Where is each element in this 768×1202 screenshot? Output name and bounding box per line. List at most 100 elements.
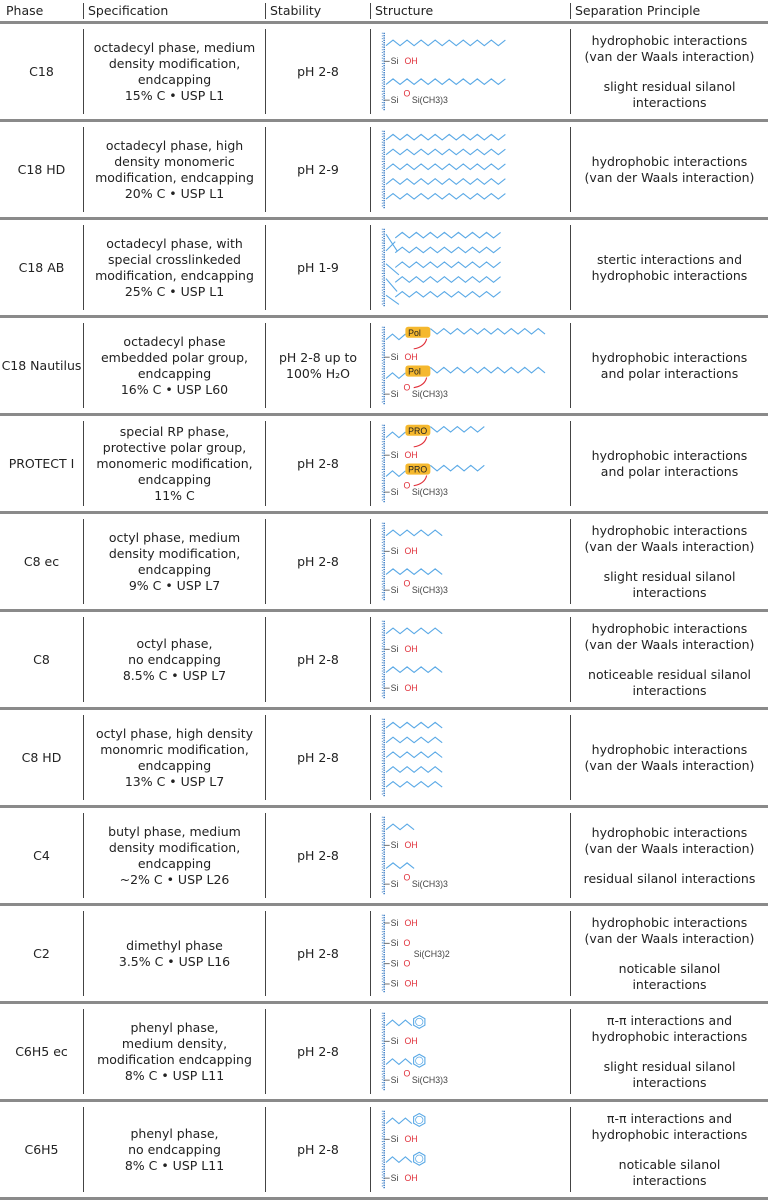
stability-cell: pH 2-8	[265, 610, 370, 710]
si-label: Si	[391, 1134, 399, 1144]
separation-principle-cell-content: stertic interactions and hydrophobic inte…	[570, 225, 768, 310]
si-label: Si	[391, 840, 399, 850]
specification-line: phenyl phase,	[130, 1125, 219, 1141]
structure-cell: Si OH Si OH	[370, 610, 570, 710]
phenyl-ring-icon	[413, 1014, 426, 1030]
alkyl-chain	[385, 148, 506, 156]
separation-principle-cell: π-π interactions and hydrophobic interact…	[570, 1100, 768, 1200]
specification-line: density modification,	[108, 55, 241, 71]
phase-name: C8 ec	[23, 553, 60, 569]
structure-cell-content	[370, 225, 570, 310]
separation-principle-cell-content: π-π interactions and hydrophobic interact…	[570, 1009, 768, 1094]
phase-name: C2	[33, 945, 50, 961]
separation-principle-cell: hydrophobic interactions (van der Waals i…	[570, 610, 768, 710]
specification-cell: octyl phase, no endcapping 8.5% C • USP L7	[83, 610, 265, 710]
si-label: Si	[391, 487, 399, 497]
alkyl-chain	[385, 192, 506, 200]
phase-cell-content: C2	[0, 911, 83, 996]
stability-cell-content: pH 2-8	[265, 519, 370, 604]
separation-principle-cell-content: hydrophobic interactions (van der Waals i…	[570, 715, 768, 800]
specification-line: embedded polar group,	[100, 349, 249, 365]
oh-label: OH	[404, 352, 417, 362]
alkyl-chain	[385, 766, 443, 773]
phase-name: C4	[33, 847, 50, 863]
phase-cell: C8 HD	[0, 708, 83, 808]
table-row: C18 octadecyl phase, medium density modifi…	[0, 22, 768, 122]
stability-cell: pH 2-8	[265, 708, 370, 808]
alkyl-chain	[385, 1117, 413, 1125]
structure-diagram: Pol Si OH Pol Si OSi(CH3)3	[381, 326, 546, 405]
interaction-arrow-icon	[413, 436, 428, 448]
specification-line: 11% C	[154, 487, 195, 503]
polar-group-label: PRO	[408, 426, 427, 436]
structure-cell: Si OH Si O Si(CH3)3	[370, 512, 570, 612]
specification-cell-content: octyl phase, high density monomric modifi…	[83, 715, 265, 800]
endcap-label: Si(CH3)3	[412, 879, 448, 889]
stability-cell: pH 2-8	[265, 904, 370, 1004]
oh-label: OH	[404, 1173, 417, 1183]
stability-value: pH 2-8	[297, 455, 339, 471]
oh-label: OH	[404, 1036, 417, 1046]
separation-principle-cell-content: hydrophobic interactions (van der Waals i…	[570, 29, 768, 114]
specification-cell: dimethyl phase 3.5% C • USP L16	[83, 904, 265, 1004]
separation-principle-cell-content: hydrophobic interactions and polar intera…	[570, 421, 768, 506]
principle-line: and polar interactions	[600, 365, 739, 381]
specification-cell-content: octadecyl phase embedded polar group, endc…	[83, 323, 265, 408]
principle-line: hydrophobic interactions	[591, 824, 748, 840]
header-phase: Phase	[0, 0, 83, 24]
interaction-arrow-icon	[413, 475, 428, 487]
principle-line: (van der Waals interaction)	[584, 757, 755, 773]
oxygen-label: O	[404, 578, 411, 588]
header-label: Specification	[83, 2, 265, 19]
structure-cell: Si OH Si O Si(CH3)3	[370, 22, 570, 122]
stability-cell-content: pH 2-8	[265, 715, 370, 800]
specification-line: modification, endcapping	[95, 267, 254, 283]
polar-group-badge	[405, 365, 431, 377]
structure-diagram: PRO Si OH PRO Si OSi(CH3)3	[381, 424, 485, 503]
alkyl-chain	[385, 163, 506, 171]
alkyl-chain	[385, 736, 443, 744]
separation-principle-cell-content: hydrophobic interactions (van der Waals i…	[570, 127, 768, 212]
phase-cell-content: C8	[0, 617, 83, 702]
specification-cell-content: octyl phase, no endcapping 8.5% C • USP L7	[83, 617, 265, 702]
separation-principle-cell: hydrophobic interactions (van der Waals i…	[570, 904, 768, 1004]
polar-group-label: Pol	[408, 328, 421, 338]
structure-cell-content: Si OH Si O Si(CH3)3	[370, 29, 570, 114]
principle-line: hydrophobic interactions	[591, 741, 748, 757]
specification-cell-content: octadecyl phase, with special crosslinked…	[83, 225, 265, 310]
structure-cell-content: Si OH Si O Si(CH3)3	[370, 519, 570, 604]
structure-cell: Pol Si OH Pol Si O Si(CH3)3	[370, 316, 570, 416]
stability-value: pH 2-8	[297, 749, 339, 765]
stability-cell-content: pH 2-8	[265, 911, 370, 996]
phenyl-ring-icon	[413, 1151, 426, 1166]
specification-line: endcapping	[137, 855, 212, 871]
alkyl-chain	[385, 751, 443, 759]
specification-line: octadecyl phase, with	[106, 235, 243, 251]
specification-line: 8.5% C • USP L7	[122, 667, 227, 683]
structure-cell: Si OH Si O Si O Si(CH3)2 Si OH	[370, 904, 570, 1004]
phase-name: C6H5	[24, 1141, 59, 1157]
stability-value: pH 1-9	[297, 259, 339, 275]
principle-line: (van der Waals interaction)	[584, 930, 755, 946]
phase-cell: PROTECT I	[0, 414, 83, 514]
oxygen-label: O	[404, 382, 411, 392]
si-label: Si	[391, 546, 399, 556]
aromatic-circle	[415, 1115, 424, 1124]
specification-line: 20% C • USP L1	[124, 185, 225, 201]
si-label: Si	[391, 938, 399, 948]
specification-line: endcapping	[137, 471, 212, 487]
phase-cell: C2	[0, 904, 83, 1004]
specification-line: no endcapping	[128, 1141, 221, 1157]
specification-line: dimethyl phase	[126, 937, 223, 953]
si-label: Si	[391, 683, 399, 693]
si-label: Si	[391, 979, 399, 989]
oxygen-label: O	[404, 1068, 411, 1078]
oh-label: OH	[404, 683, 417, 693]
oh-label: OH	[404, 450, 417, 460]
table-row: C6H5 ec phenyl phase, medium density, modif…	[0, 1002, 768, 1102]
specification-cell-content: octyl phase, medium density modification,…	[83, 519, 265, 604]
phase-name: C18 HD	[17, 161, 66, 177]
endcap-label: Si(CH3)3	[412, 487, 448, 497]
alkyl-chain	[429, 464, 485, 472]
